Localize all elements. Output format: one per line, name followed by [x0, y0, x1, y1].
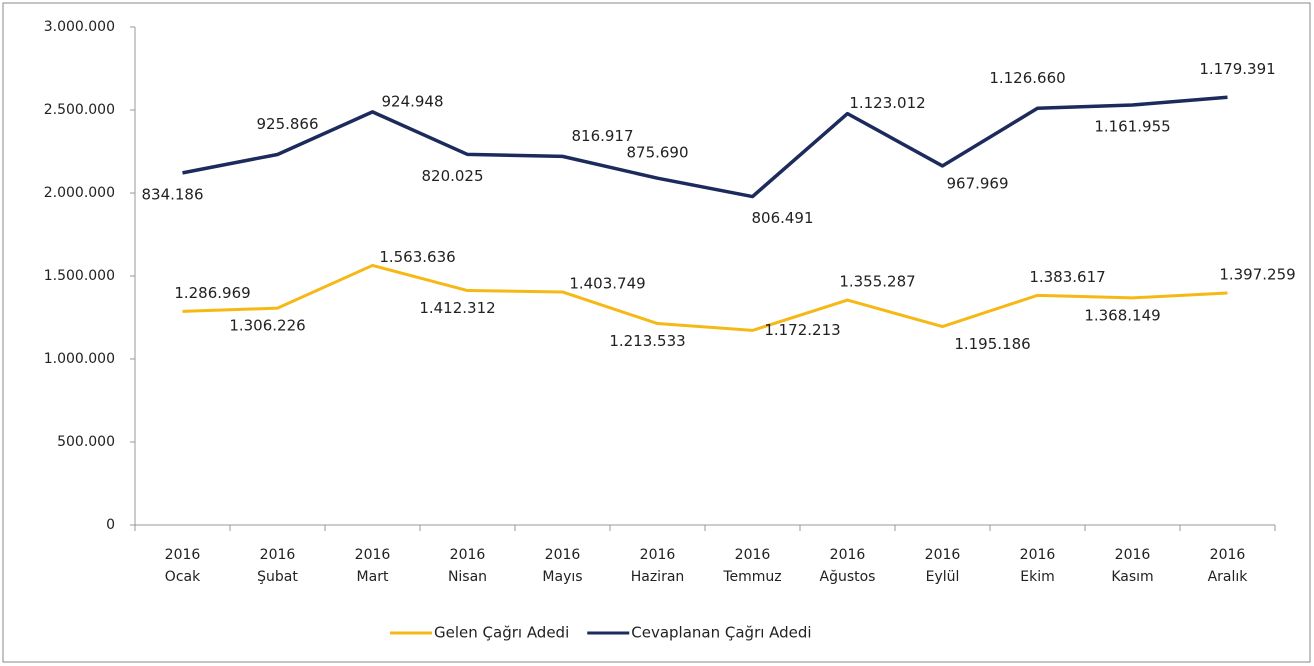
data-label: 967.969	[946, 174, 1008, 192]
y-tick-label: 1.000.000	[44, 351, 115, 367]
data-label: 820.025	[421, 167, 483, 185]
x-tick-label: 2016 Nisan	[448, 547, 487, 585]
y-tick-label: 500.000	[57, 434, 115, 450]
y-tick-label: 3.000.000	[44, 19, 115, 35]
data-label: 1.412.312	[419, 299, 495, 317]
x-tick-label: 2016 Kasım	[1111, 547, 1153, 585]
y-tick-label: 2.500.000	[44, 102, 115, 118]
legend-label: Cevaplanan Çağrı Adedi	[631, 624, 811, 642]
y-tick-label: 0	[106, 517, 115, 533]
data-label: 806.491	[751, 209, 813, 227]
data-label: 1.286.969	[174, 284, 250, 302]
legend-label: Gelen Çağrı Adedi	[434, 624, 569, 642]
y-tick-label: 2.000.000	[44, 185, 115, 201]
data-label: 1.123.012	[849, 94, 925, 112]
x-tick-label: 2016 Ocak	[165, 547, 201, 585]
data-label: 1.195.186	[954, 335, 1030, 353]
data-label: 1.161.955	[1094, 118, 1170, 136]
data-label: 925.866	[256, 115, 318, 133]
x-tick-label: 2016 Haziran	[631, 547, 685, 585]
x-tick-label: 2016 Ekim	[1020, 547, 1056, 585]
x-tick-label: 2016 Mart	[355, 547, 391, 585]
data-label: 834.186	[141, 185, 203, 203]
series-line	[182, 95, 1228, 199]
data-label: 1.172.213	[764, 321, 840, 339]
data-label: 924.948	[381, 92, 443, 110]
x-tick-label: 2016 Şubat	[257, 547, 298, 585]
data-label: 1.179.391	[1199, 60, 1275, 78]
x-tick-label: 2016 Eylül	[925, 547, 961, 585]
x-tick-label: 2016 Mayıs	[542, 547, 582, 585]
x-tick-label: 2016 Aralık	[1208, 547, 1249, 585]
data-label: 1.306.226	[229, 317, 305, 335]
data-label: 1.126.660	[989, 69, 1065, 87]
data-label: 1.355.287	[839, 273, 915, 291]
data-label: 1.383.617	[1029, 268, 1105, 286]
series-line	[182, 263, 1228, 332]
data-label: 1.397.259	[1219, 266, 1295, 284]
y-tick-label: 1.500.000	[44, 268, 115, 284]
x-tick-label: 2016 Ağustos	[820, 547, 876, 585]
data-label: 816.917	[571, 127, 633, 145]
data-label: 1.563.636	[379, 248, 455, 266]
data-label: 1.403.749	[569, 274, 645, 292]
data-label: 1.368.149	[1084, 306, 1160, 324]
data-label: 875.690	[626, 144, 688, 162]
data-label: 1.213.533	[609, 332, 685, 350]
x-tick-label: 2016 Temmuz	[722, 547, 781, 585]
